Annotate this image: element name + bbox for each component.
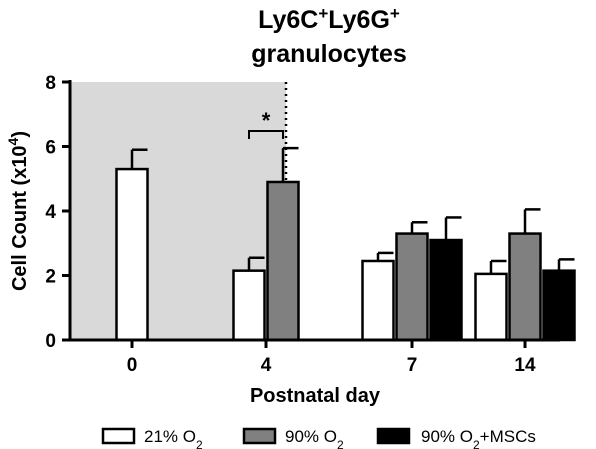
legend-item-0: 21% O2	[101, 427, 203, 449]
axes-layer	[62, 80, 560, 348]
x-tick-label-4: 4	[261, 355, 272, 376]
y-tick-label-4: 4	[45, 202, 56, 223]
y-tick-label-6: 6	[45, 138, 56, 159]
legend-item-2: 90% O2+MSCs	[376, 427, 536, 449]
legend: 21% O2 90% O2 90% O2+MSCs	[101, 427, 536, 449]
bar-4-s0	[232, 269, 266, 342]
bar-7-s1	[395, 232, 429, 342]
chart-title-line2: granulocytes	[251, 40, 407, 68]
x-axis-label: Postnatal day	[250, 385, 381, 407]
significance-label: *	[262, 108, 271, 133]
x-tick-label-14: 14	[514, 355, 536, 376]
y-axis-label: Cell Count (x104)	[5, 131, 31, 291]
bar-7-s2	[429, 238, 463, 342]
bar-0-s0	[115, 167, 149, 342]
bar-14-s2	[542, 269, 576, 342]
bar-7-s0	[361, 259, 395, 342]
bar-14-s1	[508, 232, 542, 342]
legend-label-2: 90% O2+MSCs	[421, 427, 536, 449]
bar-14-s0	[474, 272, 508, 342]
significance-bracket	[248, 130, 284, 139]
legend-label-0: 21% O2	[144, 427, 203, 449]
legend-swatch-2	[376, 427, 411, 445]
y-tick-label-2: 2	[45, 267, 56, 288]
legend-swatch-1	[242, 427, 277, 445]
x-tick-label-0: 0	[127, 355, 138, 376]
legend-swatch-0	[101, 427, 136, 445]
labels-layer: * 0 2 4 6 8 0 4 7 14 Ly6C+Ly6G+ granulocytes Cell Co…	[5, 4, 536, 408]
legend-label-1: 90% O2	[285, 427, 344, 449]
y-tick-label-0: 0	[45, 331, 56, 352]
y-tick-label-8: 8	[45, 73, 56, 94]
bar-4-s1	[266, 180, 300, 342]
legend-item-1: 90% O2	[242, 427, 344, 449]
x-tick-label-7: 7	[407, 355, 418, 376]
chart-title-line1: Ly6C+Ly6G+	[258, 4, 400, 35]
